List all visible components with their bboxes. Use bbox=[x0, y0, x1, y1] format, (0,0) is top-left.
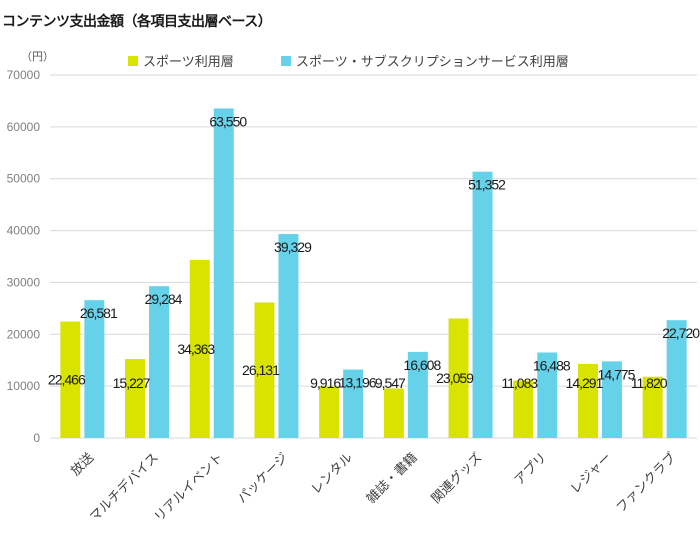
bar-sports-users bbox=[448, 318, 469, 438]
y-tick-label: 10000 bbox=[7, 379, 41, 393]
category-label: 関連グッズ bbox=[428, 450, 485, 507]
bar-sports-users bbox=[319, 386, 340, 438]
data-label-subscription-users: 16,608 bbox=[403, 357, 441, 373]
data-label-subscription-users: 14,775 bbox=[598, 366, 636, 382]
legend-item-subscription-users: スポーツ・サブスクリプションサービス利用層 bbox=[281, 51, 569, 70]
bar-sports-users bbox=[383, 388, 404, 438]
data-label-sports-users: 9,547 bbox=[375, 375, 406, 391]
bar-subscription-users bbox=[343, 369, 364, 438]
bar-subscription-users bbox=[149, 286, 170, 438]
bar-sports-users bbox=[577, 363, 598, 438]
chart-title: コンテンツ支出金額（各項目支出層ベース） bbox=[2, 14, 272, 30]
category-label: ファンクラブ bbox=[613, 450, 679, 516]
y-tick-label: 20000 bbox=[7, 327, 41, 341]
data-label-subscription-users: 16,488 bbox=[533, 357, 571, 373]
data-label-subscription-users: 39,329 bbox=[274, 239, 312, 255]
data-label-subscription-users: 63,550 bbox=[209, 113, 247, 129]
y-tick-label: 70000 bbox=[7, 68, 41, 82]
data-label-subscription-users: 13,196 bbox=[339, 375, 377, 391]
data-label-sports-users: 23,059 bbox=[436, 370, 474, 386]
bar-sports-users bbox=[254, 302, 275, 438]
y-axis-unit-label: （円） bbox=[21, 50, 54, 63]
data-label-subscription-users: 22,720 bbox=[662, 325, 700, 341]
data-label-sports-users: 14,291 bbox=[566, 375, 604, 391]
legend-swatch-sports-users bbox=[128, 55, 138, 66]
data-label-sports-users: 11,083 bbox=[501, 375, 538, 391]
category-label: レジャー bbox=[568, 450, 615, 497]
data-label-sports-users: 34,363 bbox=[177, 341, 215, 357]
data-label-subscription-users: 29,284 bbox=[145, 291, 183, 307]
category-label: レンタル bbox=[309, 450, 356, 497]
y-tick-label: 60000 bbox=[7, 120, 41, 134]
category-label: マルチデバイス bbox=[86, 450, 161, 525]
bar-sports-users bbox=[189, 259, 210, 438]
data-label-subscription-users: 26,581 bbox=[80, 305, 118, 321]
bar-subscription-users bbox=[472, 171, 493, 439]
data-label-sports-users: 11,820 bbox=[631, 375, 668, 391]
data-label-subscription-users: 51,352 bbox=[468, 177, 506, 193]
data-label-sports-users: 26,131 bbox=[242, 362, 280, 378]
data-label-sports-users: 22,466 bbox=[48, 372, 86, 388]
bar-subscription-users bbox=[601, 361, 622, 438]
bar-subscription-users bbox=[407, 351, 428, 438]
bar-subscription-users bbox=[666, 320, 687, 438]
bar-subscription-users bbox=[278, 234, 299, 438]
legend-item-sports-users: スポーツ利用層 bbox=[128, 51, 234, 70]
category-label: パッケージ bbox=[235, 450, 291, 506]
category-label: 放送 bbox=[68, 450, 97, 479]
bar-sports-users bbox=[60, 321, 81, 438]
data-label-sports-users: 15,227 bbox=[113, 375, 151, 391]
legend-label-subscription-users: スポーツ・サブスクリプションサービス利用層 bbox=[296, 55, 569, 70]
category-label: リアルイベント bbox=[152, 450, 227, 525]
y-tick-label: 30000 bbox=[7, 275, 41, 289]
category-label: アプリ bbox=[512, 450, 550, 488]
bar-sports-users bbox=[125, 359, 146, 438]
category-label: 雑誌・書籍 bbox=[363, 450, 420, 507]
bar-sports-users bbox=[642, 376, 663, 438]
bar-subscription-users bbox=[537, 352, 558, 438]
y-tick-label: 50000 bbox=[7, 172, 41, 186]
data-label-sports-users: 9,916 bbox=[310, 375, 341, 391]
bar-sports-users bbox=[513, 380, 534, 438]
bar-subscription-users bbox=[213, 108, 234, 438]
y-tick-label: 0 bbox=[33, 431, 40, 445]
legend-swatch-subscription-users bbox=[281, 55, 291, 66]
y-tick-label: 40000 bbox=[7, 224, 41, 238]
legend-label-sports-users: スポーツ利用層 bbox=[143, 55, 234, 70]
bar-subscription-users bbox=[84, 300, 105, 438]
